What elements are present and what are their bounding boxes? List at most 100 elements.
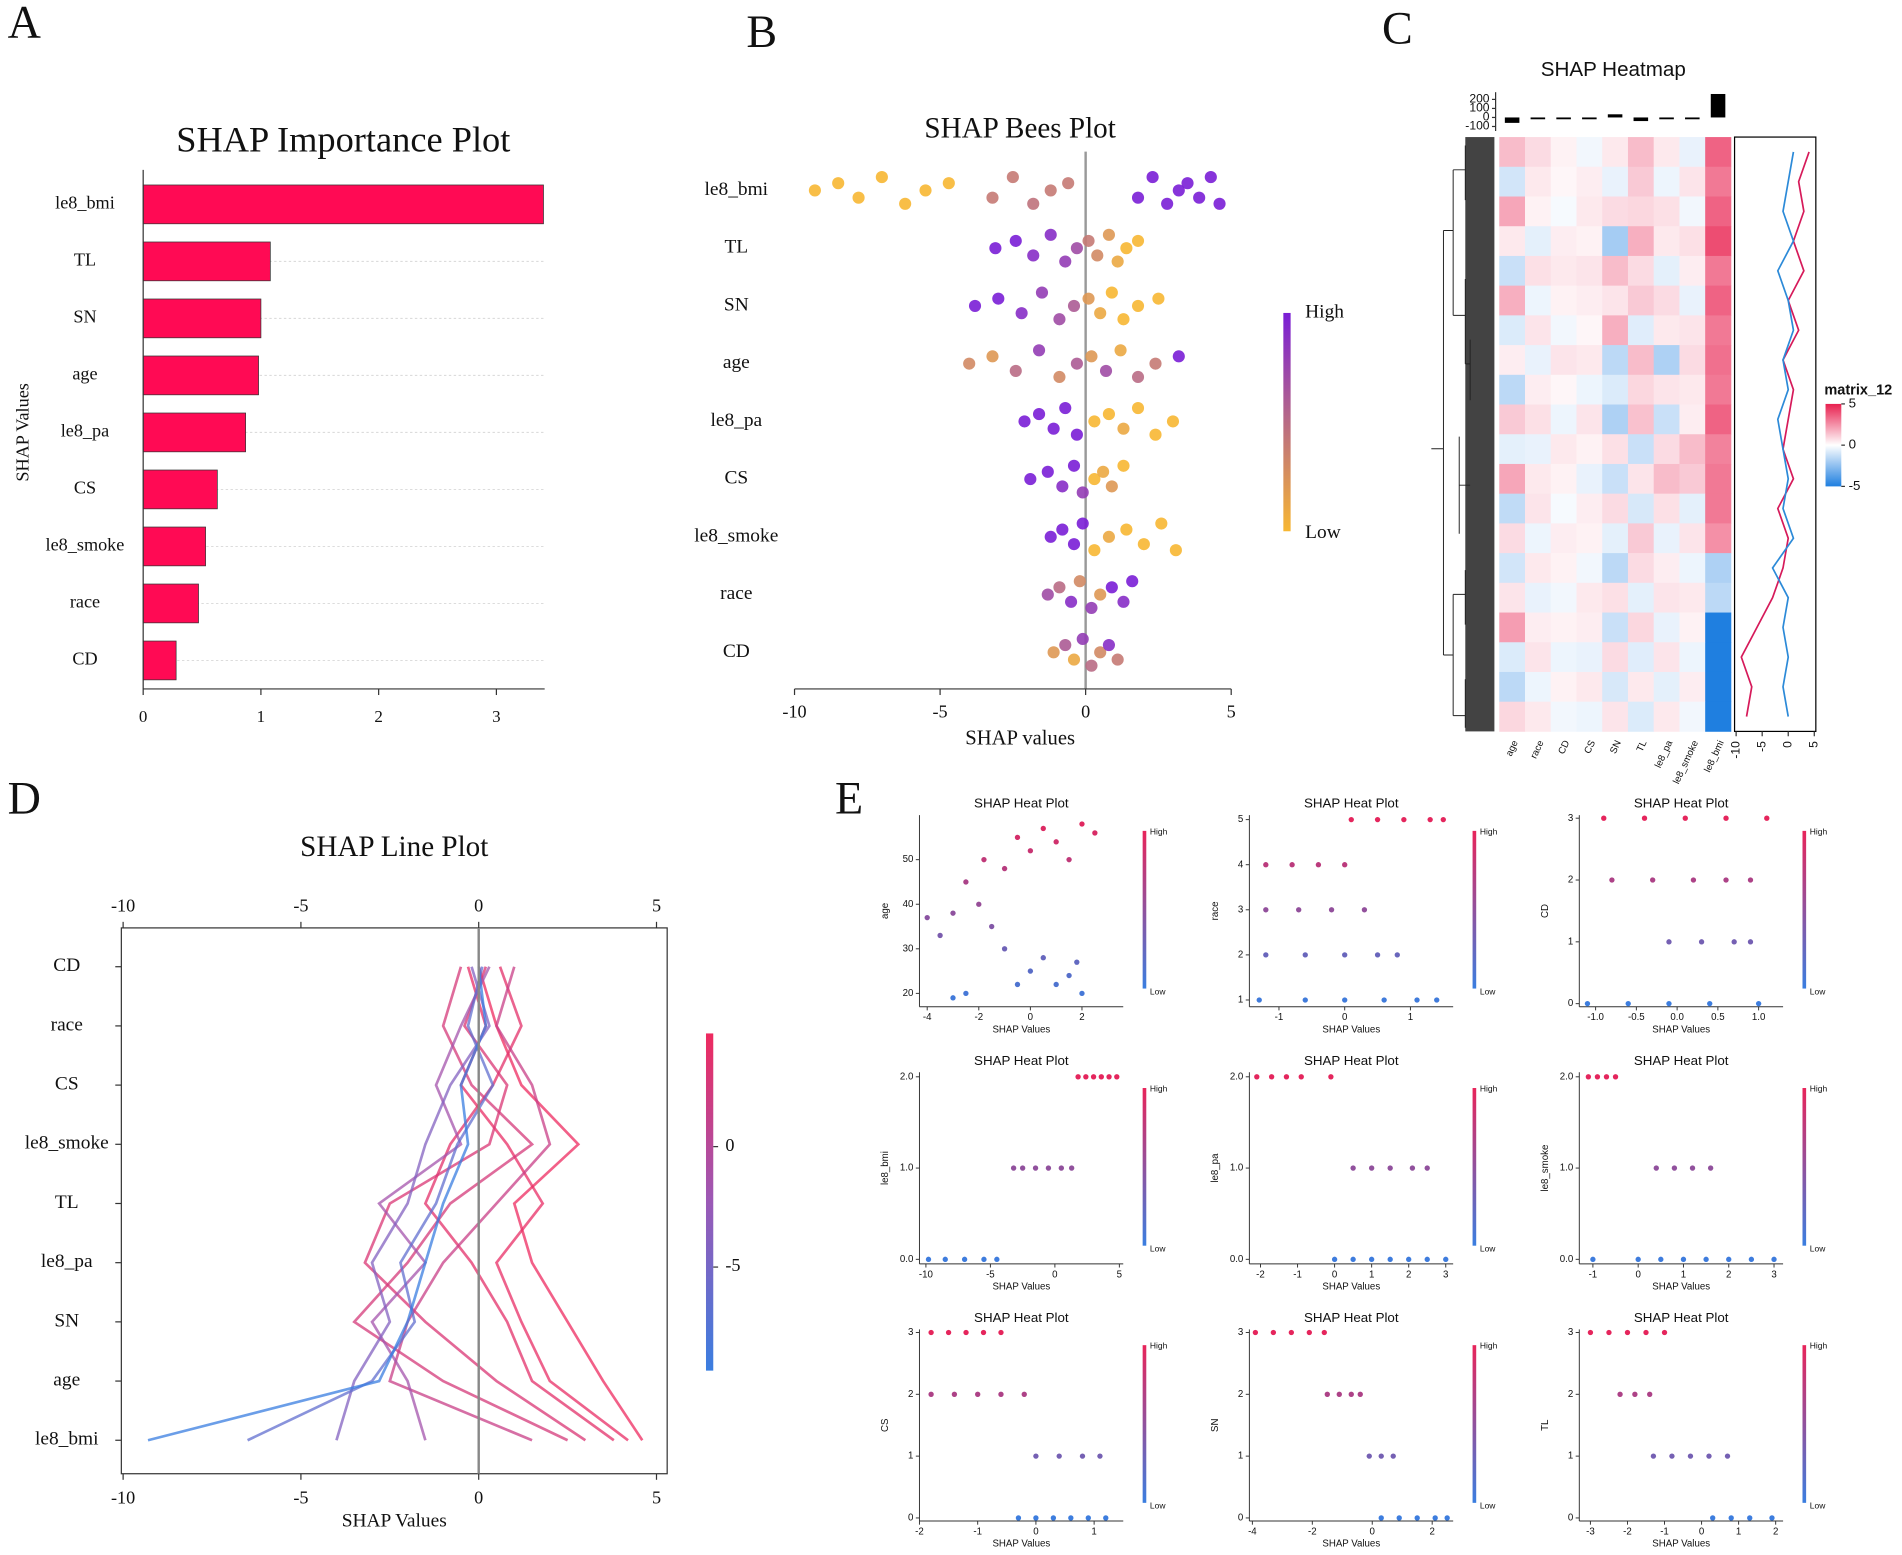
point xyxy=(1374,952,1381,958)
point xyxy=(1710,1515,1716,1521)
point xyxy=(1682,815,1688,821)
point xyxy=(1094,588,1107,601)
y-tick-label: age xyxy=(53,1370,80,1391)
line xyxy=(459,966,629,1442)
heat-cell xyxy=(1705,137,1732,168)
heat-cell xyxy=(1602,612,1629,643)
heat-cell xyxy=(1653,642,1680,673)
x-tick-label: 2 xyxy=(1726,1269,1731,1280)
heat-cell xyxy=(1705,582,1732,613)
heat-cell xyxy=(1705,553,1732,584)
heat-cell xyxy=(1602,493,1629,524)
chart-title: SHAP Importance Plot xyxy=(176,119,510,159)
point xyxy=(1076,632,1089,646)
heat-cell xyxy=(1679,137,1706,168)
heat-cell xyxy=(1627,315,1655,346)
heat-cell xyxy=(1499,701,1526,732)
bar xyxy=(142,355,259,396)
x-tick-label: 1 xyxy=(1369,1269,1374,1280)
point xyxy=(1689,1165,1696,1171)
point xyxy=(963,1329,969,1336)
point xyxy=(976,901,982,907)
point xyxy=(1056,523,1069,536)
point xyxy=(1091,249,1104,262)
point xyxy=(1018,415,1031,428)
y-tick-label: 2 xyxy=(1568,1389,1573,1400)
x-tick-label: SN xyxy=(1608,739,1624,756)
chart-title: SHAP Heat Plot xyxy=(1304,1310,1399,1325)
colorbar xyxy=(1472,1088,1477,1246)
heat-cell xyxy=(1524,166,1552,197)
point xyxy=(1612,1074,1619,1080)
heat-cell xyxy=(1524,345,1552,376)
point xyxy=(1032,1165,1039,1171)
point xyxy=(975,1391,981,1397)
y-tick-label: 0 xyxy=(1568,998,1574,1009)
heat-cell xyxy=(1653,285,1680,316)
x-tick-label: 5 xyxy=(1227,701,1236,721)
y-tick-label: race xyxy=(720,583,752,604)
y-tick-label: 0.0 xyxy=(900,1254,914,1265)
y-tick-label: 1 xyxy=(1568,936,1573,947)
legend-label: High xyxy=(1810,826,1828,836)
heat-cell xyxy=(1679,671,1706,703)
panel-label: A xyxy=(8,0,41,47)
y-tick-label: 3 xyxy=(1238,1327,1243,1338)
point xyxy=(986,350,999,363)
heat-cell xyxy=(1705,374,1732,405)
x-tick-label: 3 xyxy=(1771,1269,1776,1280)
point xyxy=(1070,428,1083,441)
legend-label: High xyxy=(1150,1083,1168,1093)
heat-cell xyxy=(1627,374,1655,405)
y-tick-label: 1 xyxy=(908,1451,913,1462)
x-tick-label: 0 xyxy=(1342,1012,1348,1023)
point xyxy=(1032,408,1046,421)
row-label-strip xyxy=(1465,137,1495,732)
point xyxy=(1068,1515,1074,1521)
point xyxy=(1111,653,1124,666)
point xyxy=(1117,595,1130,608)
x-tick-label: -5 xyxy=(293,895,308,915)
heat-cell xyxy=(1524,523,1552,554)
point xyxy=(1256,997,1262,1003)
y-tick-label: -100 xyxy=(1465,119,1490,133)
point xyxy=(1131,370,1145,384)
x-tick-label: -1.0 xyxy=(1587,1012,1604,1023)
point xyxy=(963,990,969,997)
point xyxy=(1342,997,1348,1003)
point xyxy=(1348,816,1354,823)
heat-cell xyxy=(1705,166,1732,197)
heat-cell xyxy=(1576,582,1603,613)
point xyxy=(1666,1000,1672,1007)
axis-title: CS xyxy=(880,1418,891,1432)
heat-cell xyxy=(1627,226,1655,257)
heat-cell xyxy=(1499,553,1526,584)
heat-cell xyxy=(1679,463,1706,495)
x-tick-label: -2 xyxy=(974,1012,983,1023)
heat-cell xyxy=(1524,255,1552,287)
axis-title: SHAP Values xyxy=(1652,1539,1710,1550)
point xyxy=(1394,952,1400,958)
point xyxy=(1666,939,1672,945)
y-tick-label: 5 xyxy=(1238,814,1243,825)
heat-cell xyxy=(1705,345,1732,376)
y-tick-label: 1.0 xyxy=(1560,1163,1574,1174)
heat-cell xyxy=(1705,612,1732,643)
point xyxy=(1296,907,1302,913)
point xyxy=(1771,1256,1777,1262)
y-tick-label: 20 xyxy=(903,988,914,999)
heat-cell xyxy=(1679,612,1706,643)
legend-label: Low xyxy=(1810,986,1826,996)
point xyxy=(1053,581,1066,594)
heat-cell xyxy=(1576,434,1603,465)
point xyxy=(899,197,912,210)
y-tick-label: 2.0 xyxy=(1560,1071,1574,1082)
x-tick-label: -1 xyxy=(1660,1527,1669,1538)
legend-label: Low xyxy=(1810,1501,1826,1511)
heat-cell xyxy=(1524,315,1552,346)
point xyxy=(1643,1329,1649,1336)
heat-cell xyxy=(1602,553,1629,584)
point xyxy=(1027,848,1034,854)
bar xyxy=(142,184,544,225)
bar xyxy=(1582,117,1597,120)
